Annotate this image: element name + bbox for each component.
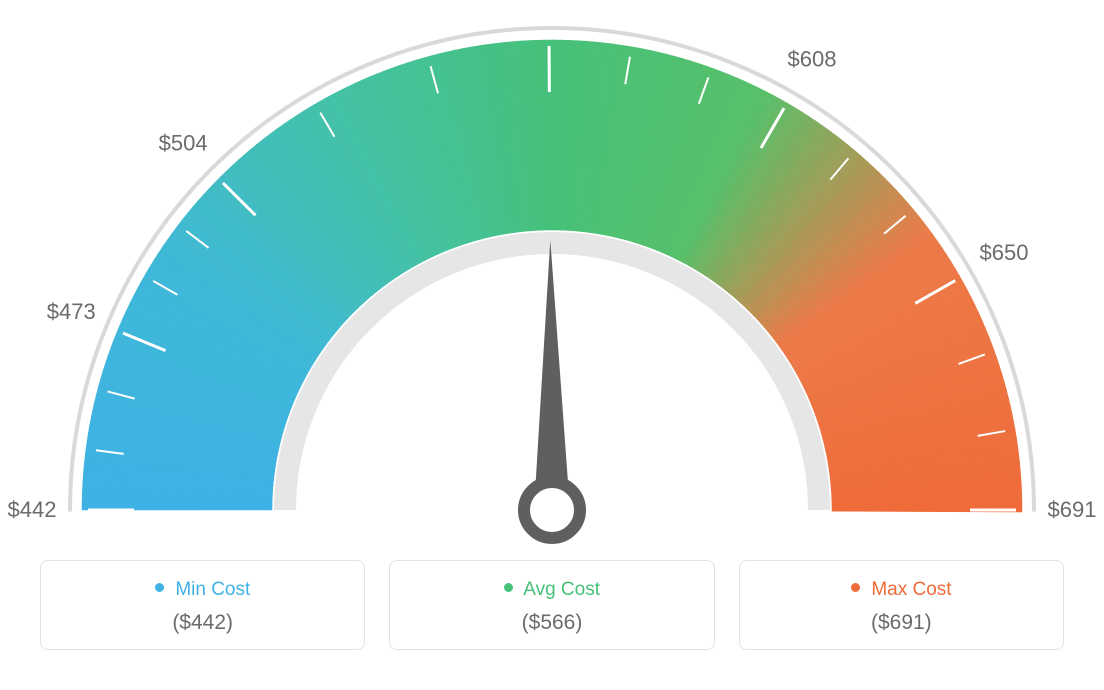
svg-text:$442: $442 — [8, 497, 57, 522]
svg-text:$473: $473 — [47, 299, 96, 324]
svg-text:$691: $691 — [1048, 497, 1097, 522]
min-cost-title: Min Cost — [51, 579, 354, 601]
svg-text:$504: $504 — [159, 130, 208, 155]
min-cost-value: ($442) — [51, 611, 354, 635]
max-cost-card: Max Cost ($691) — [739, 560, 1064, 650]
max-cost-title: Max Cost — [750, 579, 1053, 601]
max-cost-value: ($691) — [750, 611, 1053, 635]
summary-cards: Min Cost ($442) Avg Cost ($566) Max Cost… — [0, 560, 1104, 650]
max-cost-label: Max Cost — [871, 579, 951, 600]
gauge-svg: $442 $473 $504 $566 $608 $650 $691 — [0, 0, 1104, 560]
svg-text:$566: $566 — [524, 0, 573, 2]
svg-text:$650: $650 — [979, 240, 1028, 265]
avg-cost-value: ($566) — [400, 611, 703, 635]
avg-cost-card: Avg Cost ($566) — [389, 560, 714, 650]
svg-text:$608: $608 — [788, 47, 837, 72]
min-cost-card: Min Cost ($442) — [40, 560, 365, 650]
avg-cost-label: Avg Cost — [523, 579, 600, 600]
min-cost-label: Min Cost — [175, 579, 250, 600]
cost-gauge-chart: $442 $473 $504 $566 $608 $650 $691 — [0, 0, 1104, 560]
avg-cost-title: Avg Cost — [400, 579, 703, 601]
dot-icon — [504, 583, 513, 592]
dot-icon — [155, 583, 164, 592]
dot-icon — [851, 583, 860, 592]
